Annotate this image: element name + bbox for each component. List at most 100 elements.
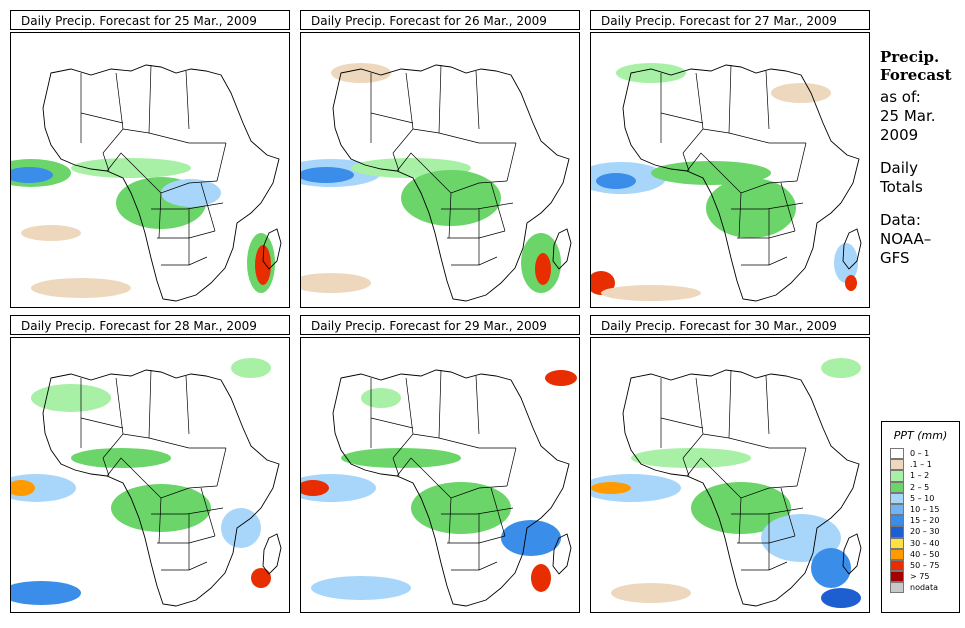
country-border [741,561,788,571]
precip-map [300,337,580,613]
country-border [151,202,224,210]
legend-title: PPT (mm) [893,429,948,442]
country-border [148,132,226,144]
country-border [102,457,110,477]
country-border [157,230,216,239]
country-border [738,192,742,239]
precip-area [111,484,211,532]
precip-area [11,581,81,605]
asof-label: as of: [880,88,921,106]
forecast-panel-2: Daily Precip. Forecast for 26 Mar., 2009 [300,10,582,310]
country-border [185,70,190,130]
legend-label: 5 – 10 [910,493,935,503]
legend-swatch [890,515,904,527]
country-border [106,457,142,479]
precip-map [10,337,290,613]
country-border [682,72,704,154]
precip-area [341,448,461,468]
country-border [728,437,806,449]
country-border [370,417,414,429]
coastline [622,369,860,607]
coastline [842,228,862,270]
legend-swatch [890,571,904,583]
country-border [396,457,432,479]
precip-area [834,243,858,283]
legend-row: .1 – 1 [882,459,959,471]
country-border [660,417,704,429]
asof-date: 25 Mar. [880,107,936,125]
country-border [765,70,770,130]
precip-area [311,576,411,600]
country-border [765,375,770,435]
data-source-label: Data: [880,211,921,229]
precip-map [10,32,290,308]
country-border [216,447,227,487]
legend-swatch [890,503,904,516]
country-border [448,192,452,239]
asof-year: 2009 [880,126,919,144]
country-border [122,433,150,439]
legend-swatch [890,526,904,538]
data-source-2: GFS [880,249,910,267]
panel-title: Daily Precip. Forecast for 27 Mar., 2009 [590,10,870,30]
country-border [728,132,806,144]
country-border [102,72,124,154]
coastline [262,533,282,575]
country-border [441,202,514,210]
legend-row: 1 – 2 [882,470,959,482]
country-border [728,369,732,439]
product-title-line2: Forecast [880,66,952,84]
country-border [438,369,442,439]
country-border [102,377,124,459]
precip-area [596,173,636,189]
coastline [42,64,280,302]
country-border [686,457,722,479]
precip-area [331,63,391,83]
country-border [140,477,218,499]
precip-area [821,588,861,608]
country-border [780,182,796,232]
legend-label: > 75 [910,572,930,582]
legend-row: 30 – 40 [882,537,959,549]
panel-title: Daily Precip. Forecast for 29 Mar., 2009 [300,315,580,335]
legend-row: 50 – 75 [882,559,959,572]
country-border [660,112,704,124]
country-border [161,256,208,266]
forecast-panel-1: Daily Precip. Forecast for 25 Mar., 2009 [10,10,292,310]
africa-map [11,64,282,302]
legend-label: 20 – 30 [910,527,940,537]
country-border [702,128,730,134]
country-border [106,152,142,174]
precip-area [811,548,851,588]
panel-title: Daily Precip. Forecast for 25 Mar., 2009 [10,10,290,30]
country-border [216,142,227,182]
forecast-panel-4: Daily Precip. Forecast for 28 Mar., 2009 [10,315,292,615]
country-border [731,507,804,515]
africa-map [591,63,862,302]
legend-row: 15 – 20 [882,515,959,527]
precip-area [301,480,329,496]
legend-label: 50 – 75 [910,560,940,570]
africa-map [301,369,577,607]
legend-swatch [890,481,904,493]
country-border [370,112,414,124]
coastline [622,64,860,302]
precip-area [71,158,191,178]
legend-label: 2 – 5 [910,482,930,492]
country-border [447,230,506,239]
precip-area [31,384,111,412]
coastline [552,533,572,575]
country-border [157,535,216,544]
precip-area [545,370,577,386]
country-border [682,377,704,459]
legend-swatch [890,470,904,482]
country-border [447,535,506,544]
forecast-panel-3: Daily Precip. Forecast for 27 Mar., 2009 [590,10,872,310]
country-border [728,64,732,134]
country-border [158,192,162,239]
country-border [396,152,432,174]
country-border [438,437,516,449]
country-border [506,142,517,182]
precip-area [231,358,271,378]
country-border [438,64,442,134]
